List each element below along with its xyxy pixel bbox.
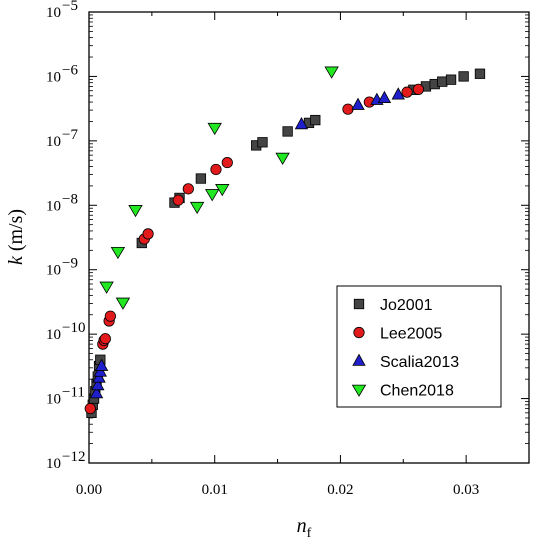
data-point-scalia2013: [92, 370, 106, 383]
y-tick-label-exponent: −11: [62, 385, 85, 401]
data-point-chen2018: [128, 205, 143, 218]
data-point-lee2005: [342, 103, 354, 115]
legend-label: Lee2005: [380, 326, 442, 343]
data-point-jo2001: [195, 173, 207, 184]
data-point-lee2005: [84, 402, 96, 415]
data-point-chen2018: [215, 184, 230, 197]
legend-circle-marker: [353, 326, 365, 339]
y-tick-label-base: 10: [46, 392, 61, 408]
data-point-lee2005: [99, 333, 111, 345]
data-point-scalia2013: [391, 87, 405, 100]
x-tick-label: 0.01: [202, 482, 228, 498]
data-point-chen2018: [99, 281, 114, 294]
data-point-scalia2013: [91, 377, 105, 391]
data-point-scalia2013: [94, 358, 109, 371]
y-tick-label-base: 10: [46, 327, 61, 343]
data-point-scalia2013: [351, 97, 365, 110]
data-point-lee2005: [142, 228, 154, 240]
y-tick-label: 10: [46, 5, 61, 21]
legend-label: Chen2018: [380, 383, 454, 400]
data-markers: [84, 66, 486, 419]
data-point-chen2018: [275, 152, 290, 165]
data-point-lee2005: [172, 194, 184, 206]
data-point-lee2005: [221, 156, 233, 169]
y-tick-label-exponent: −12: [62, 449, 85, 465]
y-tick-label-base: 10: [46, 263, 61, 279]
y-tick-label: 10: [46, 134, 61, 150]
data-point-lee2005: [210, 163, 222, 176]
data-point-jo2001: [445, 74, 457, 85]
x-axis-title-subscript: f: [307, 526, 312, 541]
x-tick-label: 0.00: [76, 482, 102, 498]
data-point-chen2018: [189, 201, 205, 215]
legend-triangle-down-marker: [351, 384, 367, 397]
y-tick-label: 10: [46, 69, 61, 85]
x-axis-title: nf: [297, 515, 312, 541]
y-axis-title-symbol: k: [5, 255, 27, 265]
data-point-chen2018: [207, 122, 222, 136]
plot-frame: [88, 11, 530, 464]
data-point-jo2001: [282, 126, 293, 137]
data-point-chen2018: [110, 246, 126, 260]
data-point-lee2005: [401, 86, 413, 98]
axis-ticks: [88, 11, 530, 464]
y-tick-label-exponent: −8: [62, 191, 78, 207]
y-tick-label-exponent: −9: [62, 256, 78, 272]
y-axis-title-unit: (m/s): [5, 209, 27, 256]
y-tick-label-exponent: −6: [62, 62, 78, 78]
legend-label: Scalia2013: [380, 354, 459, 371]
y-tick-label-base: 10: [46, 198, 61, 214]
data-point-scalia2013: [294, 116, 309, 130]
data-point-lee2005: [412, 83, 424, 95]
data-point-chen2018: [204, 189, 220, 202]
data-point-chen2018: [115, 297, 131, 310]
data-point-jo2001: [257, 137, 268, 148]
data-point-jo2001: [437, 76, 448, 87]
x-tick-label: 0.02: [327, 482, 353, 498]
legend-triangle-up-marker: [352, 353, 366, 366]
y-tick-label-exponent: −5: [62, 0, 78, 14]
y-tick-label: 10: [46, 392, 61, 408]
data-point-jo2001: [458, 71, 469, 82]
y-tick-label-exponent: −7: [62, 127, 78, 143]
data-point-jo2001: [474, 68, 486, 79]
x-tick-label: 0.03: [453, 482, 479, 498]
data-point-lee2005: [104, 310, 116, 322]
y-tick-label-base: 10: [46, 5, 61, 21]
y-tick-label: 10: [46, 456, 61, 472]
data-point-scalia2013: [377, 90, 392, 103]
y-tick-label-base: 10: [46, 134, 61, 150]
y-tick-label-base: 10: [46, 456, 61, 472]
data-point-lee2005: [182, 183, 194, 195]
legend-label: Jo2001: [380, 297, 433, 314]
x-axis-title-symbol: n: [297, 515, 307, 537]
y-tick-label: 10: [46, 327, 61, 343]
legend-square-marker: [353, 298, 365, 310]
y-tick-label: 10: [46, 198, 61, 214]
legend: Jo2001 Lee2005 Scalia2013 Chen2018: [336, 285, 502, 408]
data-point-jo2001: [310, 114, 321, 126]
data-point-chen2018: [324, 66, 339, 79]
data-point-scalia2013: [89, 386, 104, 399]
y-tick-label-exponent: −10: [62, 320, 85, 336]
y-axis-title: k (m/s): [5, 209, 27, 265]
y-tick-label-base: 10: [46, 69, 61, 85]
y-tick-label: 10: [46, 263, 61, 279]
